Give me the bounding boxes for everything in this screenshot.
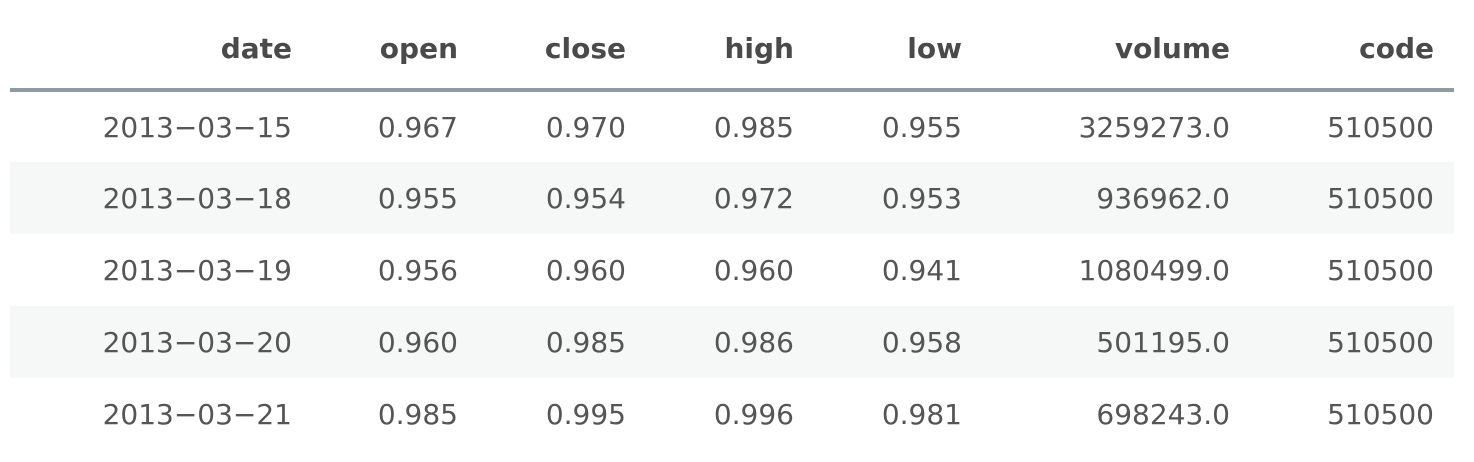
cell-close: 0.960 [545,253,626,287]
table-row: 2013−03−19 0.956 0.960 0.960 0.941 10804… [10,234,1454,306]
column-header-date: date [10,0,312,92]
cell-volume: 501195.0 [982,306,1250,378]
cell-low: 0.981 [881,397,962,431]
cell-date: 2013−03−15 [102,110,292,144]
cell-close: 0.970 [545,110,626,144]
cell-low: 0.955 [881,110,962,144]
cell-low: 0.958 [814,306,982,378]
data-table: date open close high low volume code 201… [10,0,1454,450]
cell-date: 2013−03−19 [102,253,292,287]
header-row: date open close high low volume code [10,0,1454,92]
cell-open: 0.955 [312,162,478,234]
cell-high: 0.986 [646,306,814,378]
cell-close: 0.985 [478,306,646,378]
table-row: 2013−03−21 0.985 0.995 0.996 0.981 69824… [10,378,1454,450]
cell-volume: 1080499.0 [1078,253,1230,287]
cell-open: 0.985 [377,397,458,431]
cell-code: 510500 [1327,110,1434,144]
cell-date: 2013−03−21 [102,397,292,431]
cell-volume: 3259273.0 [1078,110,1230,144]
cell-date: 2013−03−20 [10,306,312,378]
cell-high: 0.996 [713,397,794,431]
column-header-low: low [814,0,982,92]
cell-high: 0.972 [646,162,814,234]
cell-high: 0.960 [713,253,794,287]
cell-code: 510500 [1327,253,1434,287]
column-header-high: high [646,0,814,92]
table-row: 2013−03−20 0.960 0.985 0.986 0.958 50119… [10,306,1454,378]
cell-date: 2013−03−18 [10,162,312,234]
cell-low: 0.953 [814,162,982,234]
cell-close: 0.995 [545,397,626,431]
cell-code: 510500 [1327,397,1434,431]
column-header-volume: volume [982,0,1250,92]
cell-volume: 698243.0 [1096,397,1230,431]
cell-open: 0.960 [312,306,478,378]
cell-open: 0.956 [377,253,458,287]
column-header-close: close [478,0,646,92]
cell-open: 0.967 [377,110,458,144]
table-row: 2013−03−15 0.967 0.970 0.985 0.955 32592… [10,90,1454,162]
cell-code: 510500 [1250,162,1454,234]
cell-low: 0.941 [881,253,962,287]
cell-close: 0.954 [478,162,646,234]
cell-code: 510500 [1250,306,1454,378]
cell-volume: 936962.0 [982,162,1250,234]
table-row: 2013−03−18 0.955 0.954 0.972 0.953 93696… [10,162,1454,234]
column-header-code: code [1250,0,1454,92]
column-header-open: open [312,0,478,92]
table-body: 2013−03−15 0.967 0.970 0.985 0.955 32592… [10,90,1454,450]
table-header: date open close high low volume code [10,0,1454,92]
cell-high: 0.985 [713,110,794,144]
data-table-container: date open close high low volume code 201… [10,0,1454,450]
